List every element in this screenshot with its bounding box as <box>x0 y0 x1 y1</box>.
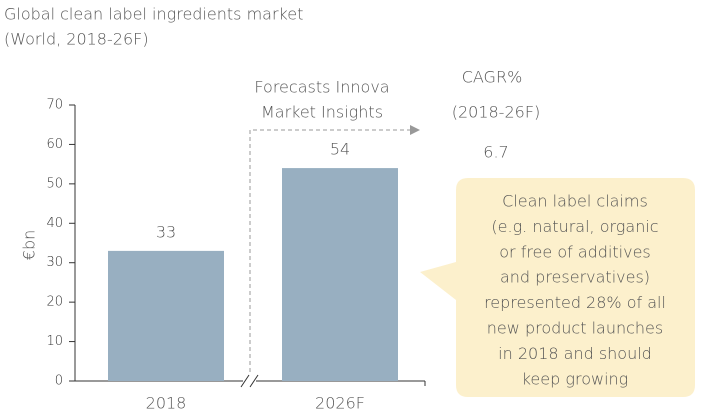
cagr-period: (2018-26F) <box>452 103 541 122</box>
data-label: 54 <box>330 140 350 159</box>
cagr-value: 6.7 <box>483 143 508 162</box>
bar <box>282 168 398 381</box>
callout-text: represented 28% of all <box>484 293 666 312</box>
callout-text: (e.g. natural, organic <box>491 217 658 236</box>
bar <box>108 250 224 381</box>
forecast-arrow <box>249 129 412 372</box>
chart-subtitle: (World, 2018-26F) <box>4 30 149 49</box>
chart-title: Global clean label ingredients market <box>4 5 303 24</box>
forecast-note: Market Insights <box>261 103 383 122</box>
callout-text: new product launches <box>487 319 663 338</box>
y-tick-label: 40 <box>46 216 63 231</box>
callout-text: or free of additives <box>499 242 651 261</box>
callout-text: and preservatives) <box>500 268 650 287</box>
forecast-note: Forecasts Innova <box>254 78 389 97</box>
arrow-head <box>410 125 420 135</box>
axis-break <box>240 374 250 388</box>
axis-break <box>249 374 259 388</box>
y-tick-label: 30 <box>46 255 63 270</box>
x-tick-label: 2026F <box>315 394 365 413</box>
y-tick-label: 60 <box>46 137 63 152</box>
callout-text: keep growing <box>522 369 629 388</box>
y-axis-label: €bn <box>20 230 39 260</box>
y-tick-label: 0 <box>55 374 63 389</box>
callout-text: in 2018 and should <box>498 344 652 363</box>
callout-text: Clean label claims <box>502 192 648 211</box>
data-label: 33 <box>156 222 176 241</box>
y-tick-label: 50 <box>46 176 63 191</box>
y-tick-label: 70 <box>46 98 63 113</box>
y-tick-label: 20 <box>46 295 63 310</box>
x-tick-label: 2018 <box>146 394 187 413</box>
cagr-label: CAGR% <box>462 68 523 87</box>
callout-box <box>420 178 695 397</box>
y-tick-label: 10 <box>46 334 63 349</box>
